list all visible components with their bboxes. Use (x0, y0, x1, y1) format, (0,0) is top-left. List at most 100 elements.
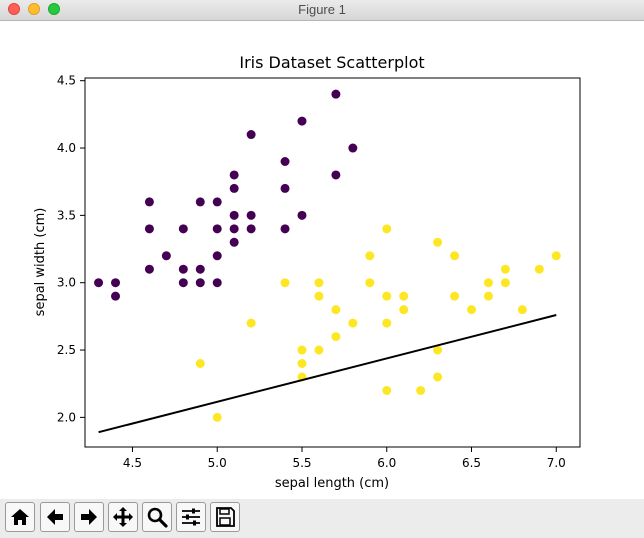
magnifier-icon (147, 507, 168, 528)
scatter-point-class-0 (229, 224, 239, 234)
scatter-point-class-0 (229, 210, 239, 220)
scatter-point-class-0 (178, 264, 188, 274)
window-title: Figure 1 (298, 2, 346, 17)
x-tick-label: 4.5 (123, 456, 142, 470)
scatter-point-class-1 (365, 278, 375, 288)
scatter-point-class-0 (297, 116, 307, 126)
scatter-point-class-0 (212, 251, 222, 261)
scatter-point-class-0 (111, 291, 121, 301)
scatter-point-class-1 (382, 224, 392, 234)
scatter-point-class-0 (246, 224, 256, 234)
scatter-point-class-1 (433, 237, 443, 247)
scatter-point-class-1 (314, 345, 324, 355)
scatter-point-class-1 (297, 359, 307, 369)
scatter-point-class-1 (416, 385, 426, 395)
y-tick-label: 2.0 (57, 410, 76, 424)
scatter-point-class-0 (144, 197, 154, 207)
scatter-point-class-0 (246, 130, 256, 140)
axes-frame (84, 77, 581, 448)
scatter-point-class-1 (483, 291, 493, 301)
scatter-point-class-0 (297, 210, 307, 220)
y-tick-label: 2.5 (57, 343, 76, 357)
subplots-button[interactable] (176, 502, 206, 532)
home-button[interactable] (5, 502, 35, 532)
scatter-point-class-0 (280, 156, 290, 166)
scatter-point-class-0 (212, 224, 222, 234)
scatter-point-class-1 (331, 332, 341, 342)
title-bar: Figure 1 (0, 0, 644, 21)
navigation-toolbar (0, 499, 644, 538)
y-tick-label: 3.5 (57, 208, 76, 222)
x-axis-label: sepal length (cm) (275, 476, 389, 491)
scatter-point-class-1 (399, 305, 409, 315)
scatter-point-class-1 (450, 291, 460, 301)
scatter-point-class-1 (314, 291, 324, 301)
scatter-point-class-1 (433, 372, 443, 382)
scatter-point-class-0 (212, 278, 222, 288)
scatter-point-class-0 (246, 210, 256, 220)
scatter-point-class-0 (178, 278, 188, 288)
scatter-point-class-1 (551, 251, 561, 261)
scatter-point-class-0 (280, 183, 290, 193)
y-tick-label: 3.0 (57, 276, 76, 290)
close-window-button[interactable] (8, 3, 20, 15)
scatter-point-class-0 (144, 224, 154, 234)
x-tick-label: 7.0 (547, 456, 566, 470)
scatter-point-class-1 (365, 251, 375, 261)
figure-canvas[interactable]: 4.5 5.0 5.5 6.0 6.5 7.0 2.0 2.5 3.0 3.5 4.0 4.5 Iri… (0, 21, 644, 499)
forward-button[interactable] (74, 502, 104, 532)
scatter-point-class-0 (178, 224, 188, 234)
scatter-point-class-0 (195, 264, 205, 274)
home-icon (11, 509, 29, 525)
scatter-point-class-1 (382, 291, 392, 301)
plot-background (0, 21, 644, 499)
scatter-point-class-1 (450, 251, 460, 261)
scatter-point-class-0 (331, 170, 341, 180)
scatter-point-class-1 (280, 278, 290, 288)
scatter-point-class-1 (534, 264, 544, 274)
scatter-point-class-1 (399, 291, 409, 301)
scatter-point-class-0 (144, 264, 154, 274)
x-tick-label: 6.5 (462, 456, 481, 470)
zoom-button[interactable] (142, 502, 172, 532)
scatter-point-class-0 (229, 183, 239, 193)
regression-line (98, 314, 557, 434)
scatter-point-class-1 (433, 345, 443, 355)
scatter-point-class-0 (229, 170, 239, 180)
scatter-point-class-0 (280, 224, 290, 234)
scatter-point-class-1 (314, 278, 324, 288)
arrow-right-icon (81, 509, 97, 525)
scatter-point-class-1 (382, 385, 392, 395)
arrow-left-icon (47, 509, 63, 525)
scatter-point-class-1 (467, 305, 477, 315)
scatter-point-class-0 (111, 278, 121, 288)
scatter-point-class-1 (331, 305, 341, 315)
sliders-icon (182, 508, 200, 526)
scatter-point-class-0 (212, 197, 222, 207)
scatter-point-class-1 (212, 412, 222, 422)
floppy-disk-icon (216, 507, 235, 527)
scatter-point-class-0 (94, 278, 104, 288)
scatter-point-class-0 (195, 197, 205, 207)
maximize-window-button[interactable] (48, 3, 60, 15)
scatter-point-class-1 (500, 278, 510, 288)
scatter-point-class-1 (517, 305, 527, 315)
save-button[interactable] (210, 502, 240, 532)
scatter-plot: 4.5 5.0 5.5 6.0 6.5 7.0 2.0 2.5 3.0 3.5 4.0 4.5 Iri… (0, 21, 644, 499)
minimize-window-button[interactable] (28, 3, 40, 15)
scatter-point-class-1 (382, 318, 392, 328)
move-icon (113, 507, 133, 527)
scatter-point-class-0 (348, 143, 358, 153)
y-tick-label: 4.0 (57, 141, 76, 155)
x-tick-label: 6.0 (377, 456, 396, 470)
chart-title: Iris Dataset Scatterplot (239, 53, 424, 72)
pan-button[interactable] (108, 502, 138, 532)
scatter-point-class-1 (246, 318, 256, 328)
scatter-point-class-1 (348, 318, 358, 328)
scatter-point-class-0 (195, 278, 205, 288)
scatter-point-class-0 (229, 237, 239, 247)
back-button[interactable] (40, 502, 70, 532)
x-tick-label: 5.0 (208, 456, 227, 470)
scatter-point-class-0 (161, 251, 171, 261)
